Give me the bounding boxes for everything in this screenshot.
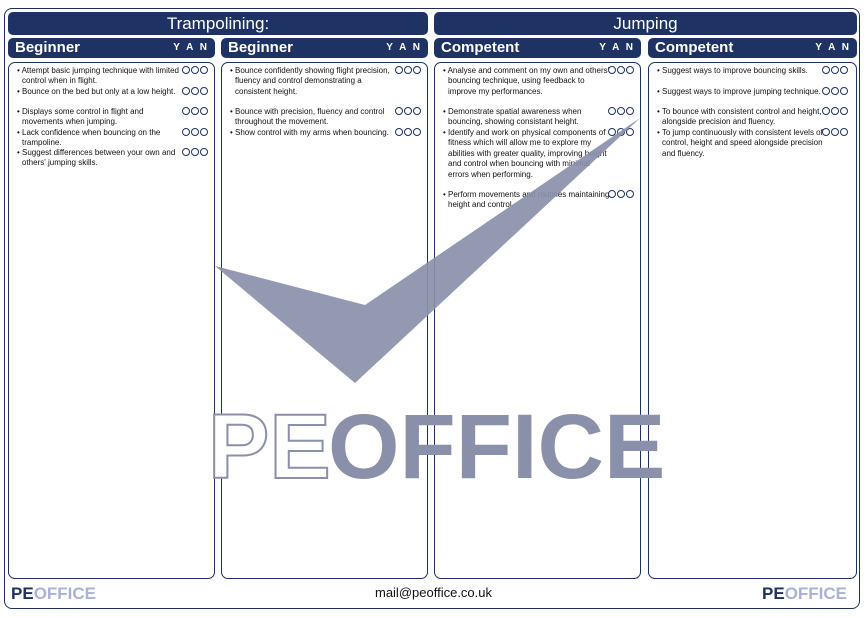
no-circle[interactable] xyxy=(413,128,421,136)
criteria-item: • Show control with my arms when bouncin… xyxy=(230,128,389,137)
criteria-item: • Bounce on the bed but only at a low he… xyxy=(17,87,176,96)
title-jumping: Jumping xyxy=(434,12,857,35)
almost-circle[interactable] xyxy=(617,128,625,136)
yan-checkboxes xyxy=(822,107,848,115)
almost-circle[interactable] xyxy=(617,107,625,115)
yan-label: Y A N xyxy=(386,42,422,53)
yan-label: Y A N xyxy=(815,42,851,53)
yan-checkboxes xyxy=(182,107,208,115)
yan-checkboxes xyxy=(182,148,208,156)
no-circle[interactable] xyxy=(626,128,634,136)
criteria-item: • Attempt basic jumping technique with l… xyxy=(17,66,179,86)
yes-circle[interactable] xyxy=(395,107,403,115)
no-circle[interactable] xyxy=(200,107,208,115)
criteria-box xyxy=(648,62,857,579)
yan-label: Y A N xyxy=(599,42,635,53)
no-circle[interactable] xyxy=(626,190,634,198)
no-circle[interactable] xyxy=(840,128,848,136)
footer-email: mail@peoffice.co.uk xyxy=(374,585,492,600)
yan-checkboxes xyxy=(608,66,634,74)
almost-circle[interactable] xyxy=(831,107,839,115)
column-heading: Competent Y A N xyxy=(648,38,857,58)
almost-circle[interactable] xyxy=(617,190,625,198)
criteria-item: • Lack confidence when bouncing on the t… xyxy=(17,128,161,148)
criteria-item: • To bounce with consistent control and … xyxy=(657,107,822,127)
title-trampolining: Trampolining: xyxy=(8,12,428,35)
yes-circle[interactable] xyxy=(822,128,830,136)
yan-checkboxes xyxy=(182,87,208,95)
no-circle[interactable] xyxy=(200,148,208,156)
criteria-item: • Displays some control in flight and mo… xyxy=(17,107,144,127)
criteria-item: • Suggest differences between your own a… xyxy=(17,148,176,168)
yes-circle[interactable] xyxy=(608,66,616,74)
yes-circle[interactable] xyxy=(822,87,830,95)
almost-circle[interactable] xyxy=(191,66,199,74)
yes-circle[interactable] xyxy=(608,190,616,198)
yes-circle[interactable] xyxy=(395,128,403,136)
yes-circle[interactable] xyxy=(395,66,403,74)
yan-checkboxes xyxy=(608,128,634,136)
criteria-item: • Bounce with precision, fluency and con… xyxy=(230,107,385,127)
yan-checkboxes xyxy=(182,128,208,136)
yes-circle[interactable] xyxy=(822,66,830,74)
criteria-item: • Perform movements and routines maintai… xyxy=(443,190,610,210)
criteria-box xyxy=(221,62,428,579)
yan-checkboxes xyxy=(182,66,208,74)
no-circle[interactable] xyxy=(200,128,208,136)
yan-checkboxes xyxy=(822,66,848,74)
yes-circle[interactable] xyxy=(182,148,190,156)
no-circle[interactable] xyxy=(840,66,848,74)
criteria-item: • Analyse and comment on my own and othe… xyxy=(443,66,610,96)
no-circle[interactable] xyxy=(840,87,848,95)
almost-circle[interactable] xyxy=(831,87,839,95)
yes-circle[interactable] xyxy=(822,107,830,115)
criteria-item: • To jump continuously with consistent l… xyxy=(657,128,823,158)
no-circle[interactable] xyxy=(413,107,421,115)
criteria-item: • Bounce confidently showing flight prec… xyxy=(230,66,390,96)
yan-checkboxes xyxy=(822,128,848,136)
yes-circle[interactable] xyxy=(182,107,190,115)
yes-circle[interactable] xyxy=(182,66,190,74)
yes-circle[interactable] xyxy=(608,107,616,115)
almost-circle[interactable] xyxy=(191,107,199,115)
criteria-item: • Suggest ways to improve jumping techni… xyxy=(657,87,821,96)
yes-circle[interactable] xyxy=(182,128,190,136)
almost-circle[interactable] xyxy=(404,128,412,136)
yan-checkboxes xyxy=(608,107,634,115)
almost-circle[interactable] xyxy=(831,128,839,136)
criteria-item: • Demonstrate spatial awareness when bou… xyxy=(443,107,582,127)
yan-label: Y A N xyxy=(173,42,209,53)
almost-circle[interactable] xyxy=(617,66,625,74)
yan-checkboxes xyxy=(822,87,848,95)
column-heading: Beginner Y A N xyxy=(8,38,215,58)
almost-circle[interactable] xyxy=(191,128,199,136)
almost-circle[interactable] xyxy=(404,107,412,115)
yes-circle[interactable] xyxy=(182,87,190,95)
no-circle[interactable] xyxy=(626,66,634,74)
column-heading: Competent Y A N xyxy=(434,38,641,58)
footer-logo-left: PEOFFICE xyxy=(11,584,97,603)
no-circle[interactable] xyxy=(200,87,208,95)
almost-circle[interactable] xyxy=(404,66,412,74)
yan-checkboxes xyxy=(395,66,421,74)
no-circle[interactable] xyxy=(840,107,848,115)
footer-logo-right: PEOFFICE xyxy=(762,584,848,603)
criteria-box xyxy=(8,62,215,579)
yan-checkboxes xyxy=(608,190,634,198)
almost-circle[interactable] xyxy=(191,87,199,95)
yes-circle[interactable] xyxy=(608,128,616,136)
criteria-item: • Suggest ways to improve bouncing skill… xyxy=(657,66,808,75)
yan-checkboxes xyxy=(395,107,421,115)
yan-checkboxes xyxy=(395,128,421,136)
no-circle[interactable] xyxy=(200,66,208,74)
almost-circle[interactable] xyxy=(191,148,199,156)
page-frame xyxy=(4,8,860,609)
no-circle[interactable] xyxy=(413,66,421,74)
criteria-item: • Identify and work on physical componen… xyxy=(443,128,607,179)
almost-circle[interactable] xyxy=(831,66,839,74)
column-heading: Beginner Y A N xyxy=(221,38,428,58)
no-circle[interactable] xyxy=(626,107,634,115)
